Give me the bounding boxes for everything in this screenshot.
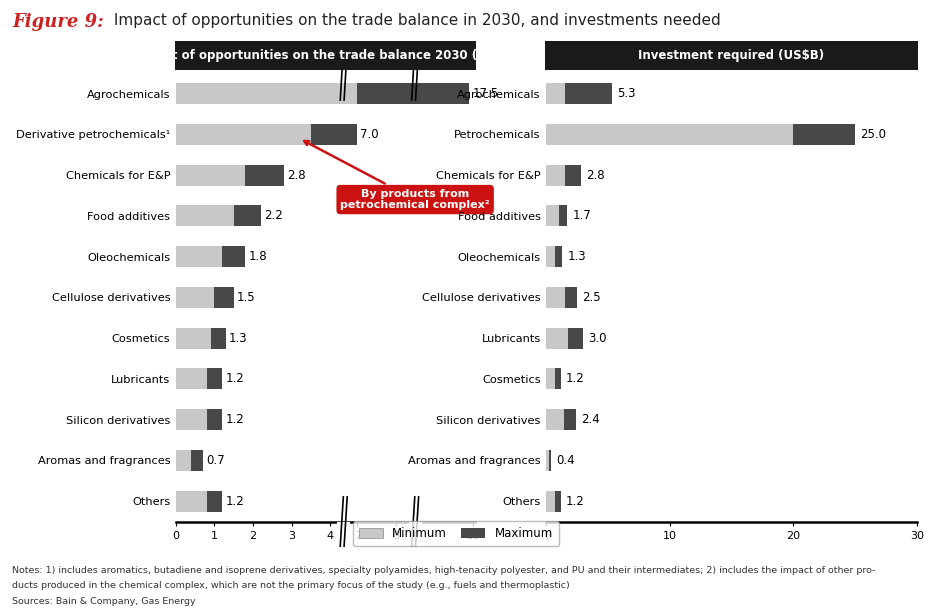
- Text: 1.5: 1.5: [237, 291, 256, 304]
- Bar: [176, 124, 311, 145]
- Bar: [176, 368, 207, 390]
- Bar: [546, 124, 793, 145]
- Bar: [564, 83, 612, 104]
- Bar: [176, 450, 191, 471]
- Text: Impact of opportunities on the trade balance 2030 (US$B): Impact of opportunities on the trade bal…: [132, 49, 519, 62]
- Text: Notes: 1) includes aromatics, butadiene and isoprene derivatives, specialty poly: Notes: 1) includes aromatics, butadiene …: [12, 566, 876, 575]
- Bar: [176, 205, 234, 226]
- Bar: [191, 450, 202, 471]
- Bar: [555, 368, 561, 390]
- Legend: Minimum, Maximum: Minimum, Maximum: [353, 522, 559, 546]
- Bar: [559, 205, 567, 226]
- Text: 2.8: 2.8: [287, 168, 306, 182]
- Text: Figure 9:: Figure 9:: [12, 13, 104, 32]
- Bar: [176, 165, 245, 185]
- Text: 17.5: 17.5: [472, 87, 499, 100]
- Bar: [555, 246, 562, 267]
- Text: Investment required (US$B): Investment required (US$B): [638, 49, 825, 62]
- Text: 2.8: 2.8: [586, 168, 604, 182]
- Text: 3.0: 3.0: [588, 332, 607, 345]
- Bar: [222, 246, 245, 267]
- Bar: [546, 83, 564, 104]
- Text: 2.5: 2.5: [582, 291, 600, 304]
- Bar: [546, 409, 563, 430]
- Bar: [555, 490, 561, 512]
- Bar: [546, 287, 564, 308]
- Bar: [176, 287, 215, 308]
- Text: 1.2: 1.2: [566, 495, 585, 508]
- Text: 1.2: 1.2: [225, 495, 244, 508]
- Text: 7.0: 7.0: [360, 128, 379, 141]
- Text: 1.8: 1.8: [248, 250, 267, 263]
- Bar: [176, 246, 222, 267]
- Bar: [563, 409, 576, 430]
- Bar: [176, 328, 211, 349]
- Text: 0.4: 0.4: [556, 454, 575, 467]
- Bar: [357, 83, 469, 104]
- Bar: [546, 490, 555, 512]
- Text: Sources: Bain & Company, Gas Energy: Sources: Bain & Company, Gas Energy: [12, 597, 196, 606]
- Text: 2.2: 2.2: [264, 209, 282, 223]
- Bar: [176, 409, 207, 430]
- Bar: [564, 287, 578, 308]
- Bar: [546, 368, 555, 390]
- Text: ducts produced in the chemical complex, which are not the primary focus of the s: ducts produced in the chemical complex, …: [12, 581, 570, 590]
- Text: 1.3: 1.3: [229, 332, 248, 345]
- Bar: [546, 205, 559, 226]
- Bar: [546, 450, 549, 471]
- Bar: [311, 124, 357, 145]
- Text: 1.3: 1.3: [567, 250, 586, 263]
- Text: 1.2: 1.2: [225, 372, 244, 386]
- Bar: [211, 328, 226, 349]
- Bar: [234, 205, 260, 226]
- Bar: [176, 83, 357, 104]
- Bar: [176, 490, 207, 512]
- Bar: [546, 165, 564, 185]
- Text: 1.2: 1.2: [225, 413, 244, 426]
- Bar: [245, 165, 284, 185]
- Text: 1.2: 1.2: [566, 372, 585, 386]
- Text: 1.7: 1.7: [572, 209, 591, 223]
- Bar: [568, 328, 583, 349]
- Bar: [793, 124, 855, 145]
- Text: 0.7: 0.7: [206, 454, 224, 467]
- Bar: [207, 409, 222, 430]
- Bar: [549, 450, 551, 471]
- Text: By products from
petrochemical complex²: By products from petrochemical complex²: [304, 141, 490, 210]
- Text: 2.4: 2.4: [580, 413, 599, 426]
- Bar: [564, 165, 580, 185]
- Text: Impact of opportunities on the trade balance in 2030, and investments needed: Impact of opportunities on the trade bal…: [109, 13, 721, 29]
- Bar: [546, 246, 555, 267]
- Bar: [207, 490, 222, 512]
- Bar: [207, 368, 222, 390]
- Bar: [215, 287, 234, 308]
- Text: 25.0: 25.0: [860, 128, 886, 141]
- Bar: [546, 328, 568, 349]
- Text: 5.3: 5.3: [617, 87, 636, 100]
